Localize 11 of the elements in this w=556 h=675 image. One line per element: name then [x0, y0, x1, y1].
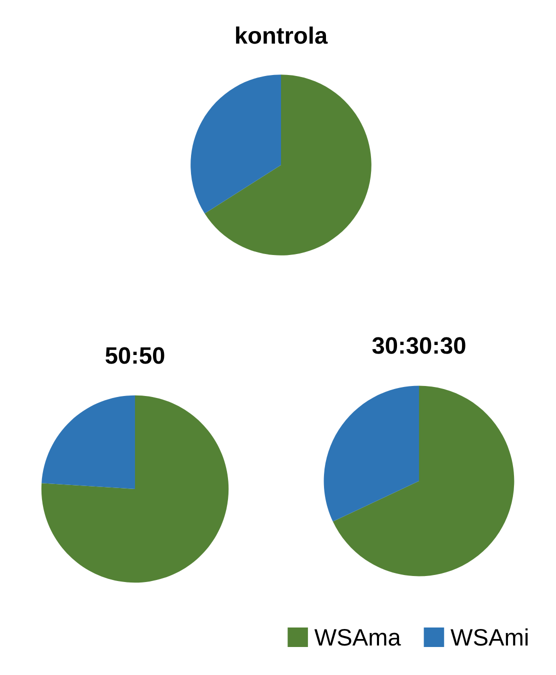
pie-slice — [42, 395, 135, 489]
chart-title: 50:50 — [106, 347, 164, 364]
pie-slice — [204, 74, 372, 256]
pie-slice — [332, 386, 514, 576]
pie-slice — [41, 395, 229, 583]
pie-slice — [190, 74, 281, 214]
chart-title: kontrola — [236, 26, 328, 44]
chart-title: 30:30:30 — [372, 337, 466, 354]
legend-label: WSAma — [314, 628, 401, 646]
pie-slice — [324, 386, 419, 522]
legend-label: WSAmi — [450, 628, 528, 646]
